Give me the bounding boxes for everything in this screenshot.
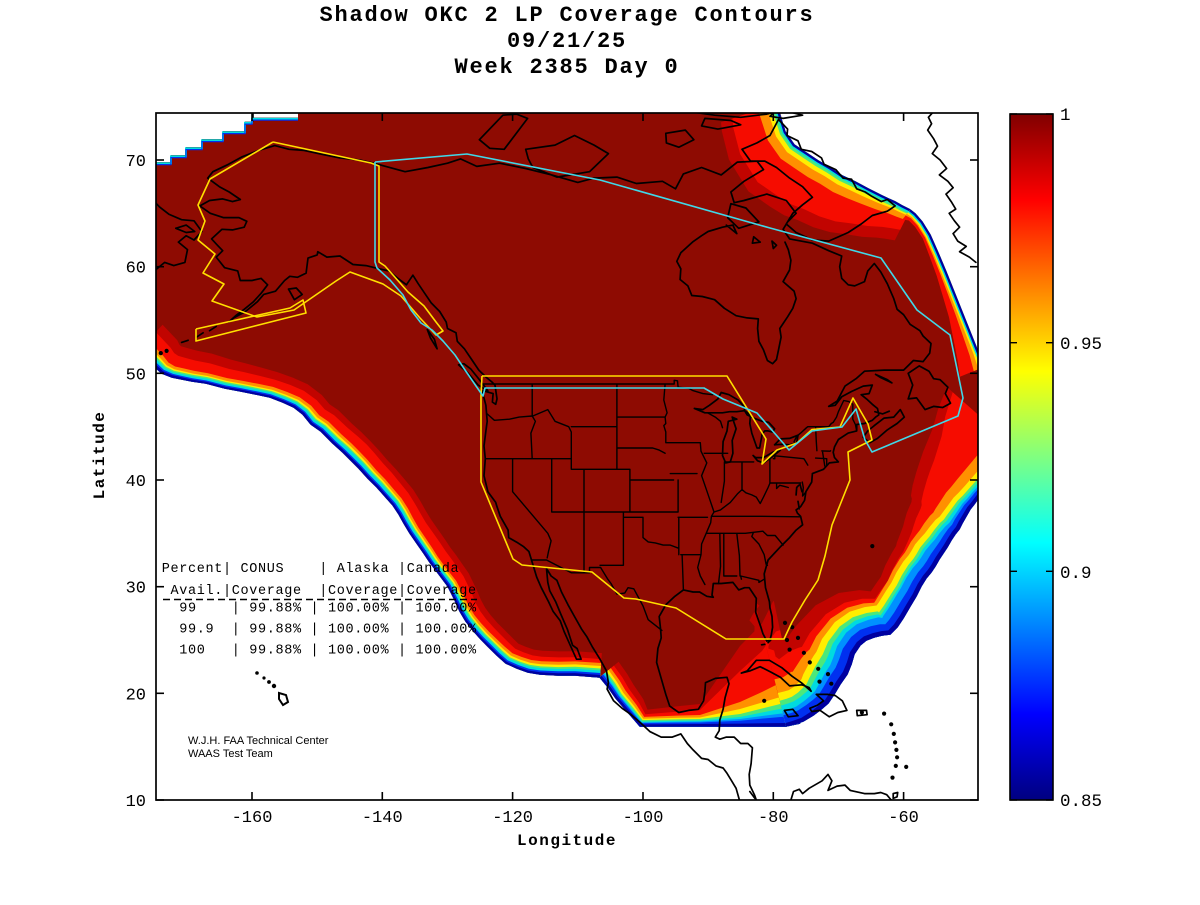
svg-text:Longitude: Longitude xyxy=(517,832,617,850)
svg-text:09/21/25: 09/21/25 xyxy=(507,29,627,54)
svg-text:99.9 | 99.88% | 100.00% | 100: 99.9 | 99.88% | 100.00% | 100.00% xyxy=(162,623,477,638)
svg-text:30: 30 xyxy=(126,580,146,599)
svg-text:Shadow OKC 2 LP Coverage Conto: Shadow OKC 2 LP Coverage Contours xyxy=(319,3,814,28)
svg-text:60: 60 xyxy=(126,260,146,279)
svg-text:0.9: 0.9 xyxy=(1060,564,1092,584)
svg-text:Percent| CONUS | Alaska |Ca: Percent| CONUS | Alaska |Canada xyxy=(162,562,460,577)
svg-text:WAAS Test Team: WAAS Test Team xyxy=(188,748,273,760)
svg-text:Latitude: Latitude xyxy=(91,411,109,500)
svg-text:W.J.H. FAA Technical Center: W.J.H. FAA Technical Center xyxy=(188,735,329,747)
svg-text:50: 50 xyxy=(126,366,146,385)
svg-text:70: 70 xyxy=(126,153,146,172)
svg-text:-100: -100 xyxy=(623,809,664,828)
svg-text:-160: -160 xyxy=(232,809,273,828)
svg-text:1: 1 xyxy=(1060,106,1071,126)
svg-text:10: 10 xyxy=(126,793,146,812)
svg-text:100 | 99.88% | 100.00% | 100: 100 | 99.88% | 100.00% | 100.00% xyxy=(162,644,477,659)
svg-text:20: 20 xyxy=(126,686,146,705)
svg-text:-140: -140 xyxy=(362,809,403,828)
svg-text:40: 40 xyxy=(126,473,146,492)
svg-text:Avail.|Coverage |Coverage|Cov: Avail.|Coverage |Coverage|Coverage xyxy=(162,584,477,599)
svg-text:-60: -60 xyxy=(888,809,919,828)
svg-text:-80: -80 xyxy=(758,809,789,828)
svg-text:Week 2385 Day 0: Week 2385 Day 0 xyxy=(454,55,679,80)
svg-text:99 | 99.88% | 100.00% | 100: 99 | 99.88% | 100.00% | 100.00% xyxy=(162,602,477,617)
svg-text:0.85: 0.85 xyxy=(1060,792,1102,812)
svg-text:-120: -120 xyxy=(492,809,533,828)
svg-text:0.95: 0.95 xyxy=(1060,335,1102,355)
